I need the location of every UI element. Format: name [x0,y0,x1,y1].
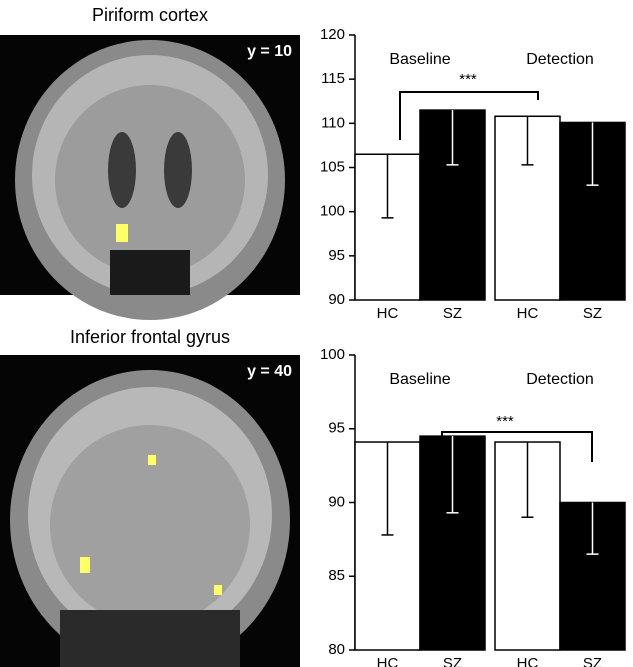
group-label: Detection [526,371,594,388]
group-label: Baseline [389,51,450,68]
x-tick-label: HC [517,655,539,667]
y-tick-label: 105 [320,158,345,175]
y-tick-label: 95 [328,247,345,264]
x-tick-label: HC [377,305,399,322]
brain-image [0,35,300,320]
x-tick-label: SZ [443,655,462,667]
y-tick-label: 100 [320,346,345,363]
y-tick-label: 80 [328,641,345,658]
y-tick-label: 85 [328,567,345,584]
y-tick-label: 120 [320,26,345,43]
y-tick-label: 90 [328,493,345,510]
y-tick-label: 115 [321,70,345,87]
y-tick-label: 95 [328,420,345,437]
group-label: Baseline [389,371,450,388]
slice-label: y = 10 [247,43,292,60]
group-label: Detection [526,51,594,68]
x-tick-label: SZ [443,305,462,322]
panel-title: Piriform cortex [92,5,208,25]
slice-label: y = 40 [247,363,292,380]
x-tick-label: HC [517,305,539,322]
figure: Piriform cortex y = 10 Inferior frontal … [0,0,633,667]
x-tick-label: SZ [583,305,602,322]
y-tick-label: 110 [321,114,345,131]
y-tick-label: 90 [328,291,345,308]
annotation: *** [496,413,514,430]
y-tick-label: 100 [320,203,345,220]
panel-title: Inferior frontal gyrus [70,327,230,347]
x-tick-label: SZ [583,655,602,667]
x-tick-label: HC [377,655,399,667]
brain-image [0,355,300,667]
annotation: *** [459,71,477,88]
